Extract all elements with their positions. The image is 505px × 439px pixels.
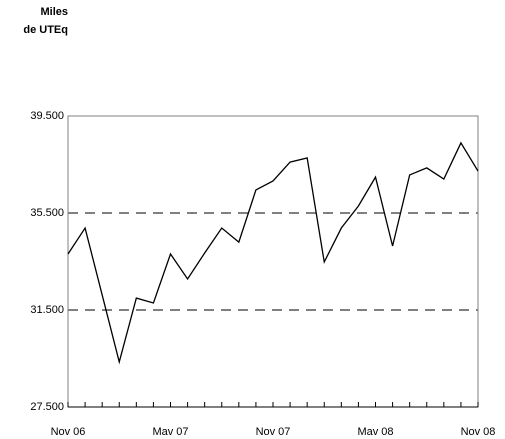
x-tick-label: Nov 07 [256,426,291,438]
y-tick-label: 27.500 [30,401,64,413]
x-tick-label: Nov 08 [461,426,496,438]
chart-title: Miles [40,6,68,18]
x-tick-label: Mav 07 [152,426,188,438]
x-tick-label: Mav 08 [357,426,393,438]
x-tick-label: Nov 06 [51,426,86,438]
y-tick-label: 39.500 [30,110,64,122]
y-tick-label: 31.500 [30,304,64,316]
data-line [67,141,479,365]
chart-title: de UTEq [23,24,68,36]
y-tick-label: 35.500 [30,207,64,219]
plot-frame [67,115,479,408]
